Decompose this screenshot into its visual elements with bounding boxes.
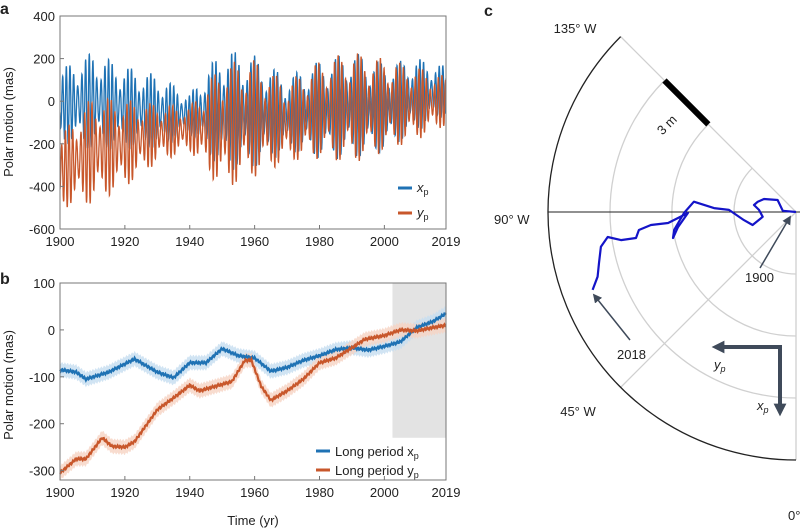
shaded-region (392, 283, 446, 438)
angle-label-90w: 90° W (494, 212, 530, 227)
panel-b-chart: Polar motion (mas) Time (yr) Long period… (1, 276, 460, 528)
grid-ring (733, 167, 797, 275)
y-tick-label: 400 (33, 9, 55, 24)
y-tick-label: -300 (29, 464, 55, 479)
panel-b-legend: Long period xp Long period yp (316, 444, 419, 480)
y-tick-label: 100 (33, 276, 55, 291)
y-tick-label: 0 (48, 323, 55, 338)
outer-boundary-arc (547, 36, 797, 461)
y-tick-label: 0 (48, 94, 55, 109)
x-tick-label: 1960 (240, 485, 269, 500)
plot-frame (59, 282, 447, 481)
y-tick-label: -600 (29, 222, 55, 237)
x-tick-label: 1940 (175, 234, 204, 249)
series-line-xp (60, 52, 446, 170)
panel-b-xlabel: Time (yr) (227, 513, 279, 528)
angle-label-135w: 135° W (554, 21, 598, 36)
legend-label-yp: yp (416, 205, 429, 222)
y-tick-label: 200 (33, 52, 55, 67)
start-arrow (759, 215, 791, 269)
axis-direction-corner (720, 345, 782, 408)
panel-c-polar-plot: 135° W 90° W 45° W 0° 3 m 1900 2018 yp x… (494, 21, 800, 523)
panel-a-chart: Polar motion (mas) xp yp 1900 1920 1940 196… (1, 9, 460, 249)
x-tick-label: 2000 (370, 234, 399, 249)
panel-a-ylabel: Polar motion (mas) (1, 67, 16, 177)
plot-frame (59, 15, 447, 230)
x-tick-label: 1980 (305, 234, 334, 249)
legend-label-long-yp: Long period yp (335, 463, 419, 480)
scale-bar (662, 78, 711, 127)
end-year-label: 2018 (617, 347, 646, 362)
y-tick-label: -200 (29, 417, 55, 432)
grid-ring (671, 123, 797, 337)
x-tick-label: 1980 (305, 485, 334, 500)
x-tick-label: 2019 (432, 234, 461, 249)
x-tick-label: 1920 (110, 234, 139, 249)
end-arrow (592, 293, 631, 341)
x-tick-label: 2019 (432, 485, 461, 500)
grid-ring (609, 80, 797, 399)
long-period-line-xp (59, 312, 447, 383)
long-period-line-yp (59, 322, 447, 475)
radial-grid-line (620, 211, 797, 388)
axis-label-xp: xp (756, 398, 769, 415)
uncertainty-band-xp (60, 306, 446, 388)
x-tick-label: 1900 (46, 485, 75, 500)
panel-label-b: b (0, 271, 10, 288)
series-line-yp (60, 53, 446, 208)
panel-label-a: a (0, 1, 9, 18)
x-tick-label: 2000 (370, 485, 399, 500)
scale-bar-label: 3 m (654, 112, 680, 138)
polar-motion-path (591, 197, 797, 291)
y-tick-label: -400 (29, 179, 55, 194)
angle-label-0: 0° (788, 508, 800, 523)
angle-label-45w: 45° W (560, 404, 596, 419)
legend-label-long-xp: Long period xp (335, 444, 419, 461)
x-tick-label: 1900 (46, 234, 75, 249)
x-tick-label: 1960 (240, 234, 269, 249)
x-tick-label: 1940 (175, 485, 204, 500)
panel-b-ylabel: Polar motion (mas) (1, 330, 16, 440)
panel-a-legend: xp yp (398, 180, 429, 222)
panel-label-c: c (484, 3, 493, 20)
start-year-label: 1900 (745, 270, 774, 285)
y-tick-label: -200 (29, 137, 55, 152)
axis-label-yp: yp (713, 357, 726, 374)
y-tick-label: -100 (29, 370, 55, 385)
x-tick-label: 1920 (110, 485, 139, 500)
legend-label-xp: xp (416, 180, 429, 197)
